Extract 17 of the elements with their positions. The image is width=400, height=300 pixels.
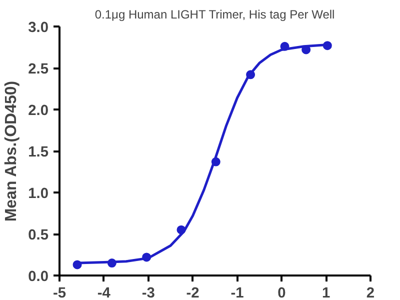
y-tick-label: 1.5 (28, 144, 48, 160)
y-axis-title: Mean Abs.(OD450) (3, 80, 20, 222)
y-tick-label: 3.0 (28, 20, 48, 36)
x-tick-label: -1 (230, 286, 244, 300)
y-tick-label: 0.0 (28, 269, 48, 285)
y-tick-label: 0.5 (28, 228, 48, 244)
x-tick-label: 0 (278, 286, 286, 300)
y-tick-label: 2.0 (28, 103, 48, 119)
x-tick-label: 1 (322, 286, 330, 300)
x-tick-label: 2 (366, 286, 375, 300)
y-tick-label: 1.0 (28, 186, 48, 202)
x-tick-label: -2 (186, 286, 200, 300)
y-tick-label: 2.5 (28, 62, 48, 78)
x-tick-label: -5 (52, 286, 66, 300)
chart-title: 0.1μg Human LIGHT Trimer, His tag Per Well (94, 8, 335, 22)
x-tick-label: -3 (142, 286, 155, 300)
x-tick-label: -4 (97, 286, 112, 300)
